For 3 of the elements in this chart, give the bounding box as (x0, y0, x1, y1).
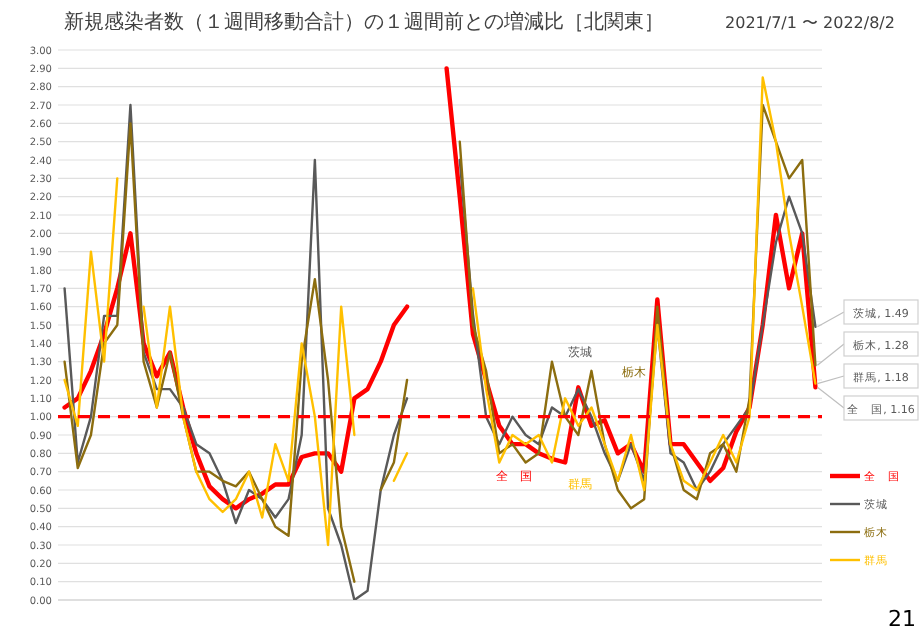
chart-title: 新規感染者数（１週間移動合計）の１週間前との増減比［北関東］ (64, 10, 664, 34)
chart-subtitle: 2021/7/1 〜 2022/8/2 (725, 14, 895, 32)
text: 21 (888, 606, 916, 632)
